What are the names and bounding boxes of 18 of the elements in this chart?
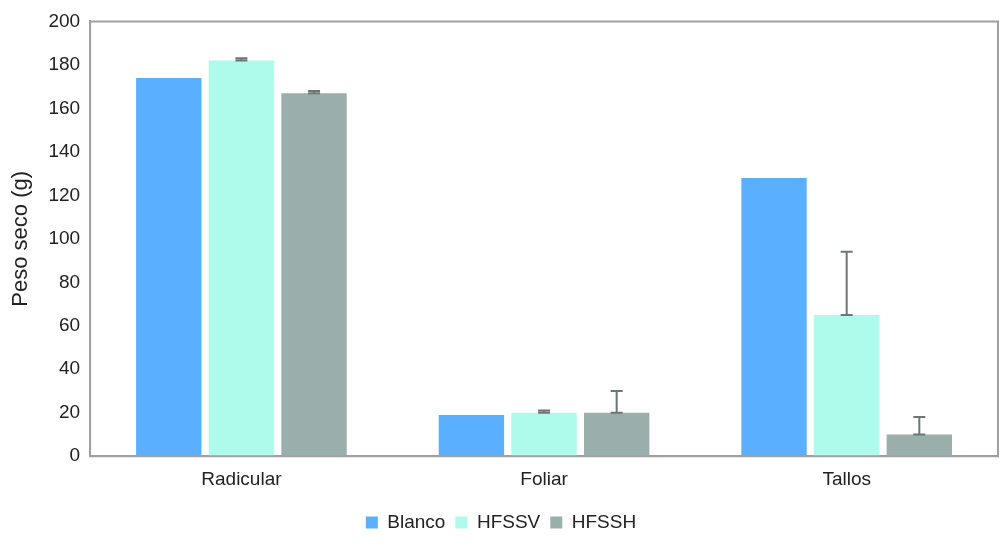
x-tick-label: Tallos — [822, 467, 871, 489]
y-tick-label: 80 — [58, 270, 81, 292]
legend-label: HFSSH — [571, 510, 637, 532]
y-tick-label: 120 — [48, 183, 81, 205]
y-tick-label: 40 — [58, 357, 81, 379]
legend-label: Blanco — [387, 510, 446, 532]
x-tick-label: Foliar — [520, 467, 569, 489]
y-tick-label: 140 — [48, 140, 81, 162]
y-tick-label: 200 — [48, 9, 81, 31]
y-tick-label: 180 — [48, 53, 81, 75]
legend-label: HFSSV — [476, 510, 541, 532]
y-tick-label: 0 — [69, 444, 81, 466]
y-tick-label: 160 — [48, 96, 81, 118]
x-tick-label: Radicular — [201, 467, 283, 489]
y-tick-label: 100 — [48, 227, 81, 249]
y-tick-label: 20 — [58, 400, 81, 422]
y-axis-title: Peso seco (g) — [7, 170, 33, 307]
y-tick-label: 60 — [58, 313, 81, 335]
